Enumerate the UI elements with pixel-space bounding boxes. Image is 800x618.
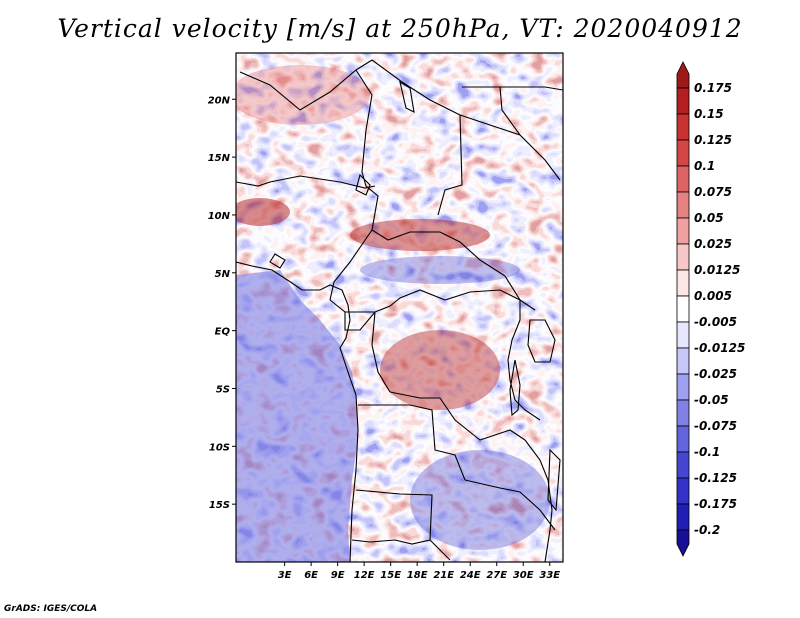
colorbar-label: -0.005: [694, 315, 737, 329]
colorbar-swatch: [676, 451, 690, 479]
colorbar-label: 0.075: [694, 185, 732, 199]
colorbar-label: 0.0125: [694, 263, 740, 277]
lat-axis: 20N 15N 10N 5N EQ 5S 10S 15S: [208, 95, 236, 511]
velocity-field: [236, 53, 563, 562]
lat-tick-label: 15N: [208, 153, 231, 164]
colorbar-swatch: [676, 347, 690, 375]
colorbar-label: 0.05: [694, 211, 724, 225]
lon-tick-label: 6E: [304, 570, 318, 581]
colorbar-label: -0.125: [694, 471, 737, 485]
colorbar-swatch: [676, 295, 690, 323]
lon-tick-label: 12E: [354, 570, 375, 581]
colorbar: 0.175 0.15 0.125 0.1 0.075 0.05 0.025 0.0125 0.0…: [676, 61, 745, 557]
lon-tick-label: 27E: [486, 570, 507, 581]
colorbar-swatch: [676, 61, 690, 89]
colorbar-swatch: [676, 503, 690, 531]
colorbar-label: -0.2: [694, 523, 720, 537]
colorbar-swatch: [676, 425, 690, 453]
colorbar-label: -0.025: [694, 367, 737, 381]
colorbar-swatch: [676, 477, 690, 505]
colorbar-swatch: [676, 165, 690, 193]
lon-tick-label: 33E: [539, 570, 560, 581]
colorbar-label: -0.05: [694, 393, 729, 407]
lon-tick-label: 3E: [278, 570, 292, 581]
lat-tick-label: 5N: [215, 269, 231, 280]
lat-tick-label: 15S: [209, 500, 230, 511]
lat-tick-label: EQ: [215, 327, 231, 338]
colorbar-label: -0.175: [694, 497, 737, 511]
lat-tick-label: 5S: [216, 384, 230, 395]
colorbar-label: 0.1: [694, 159, 715, 173]
lat-tick-label: 20N: [208, 95, 231, 106]
lon-tick-label: 15E: [380, 570, 401, 581]
colorbar-swatch: [676, 321, 690, 349]
lon-tick-label: 9E: [331, 570, 345, 581]
colorbar-label: 0.025: [694, 237, 732, 251]
colorbar-swatch: [676, 191, 690, 219]
colorbar-swatch: [676, 269, 690, 297]
map-frame: [235, 52, 564, 563]
lon-tick-label: 18E: [407, 570, 428, 581]
colorbar-swatch: [676, 529, 690, 557]
borders: [236, 59, 563, 562]
lon-tick-label: 30E: [513, 570, 534, 581]
chart-title: Vertical velocity [m/s] at 250hPa, VT: 2…: [57, 14, 743, 43]
colorbar-label: 0.15: [694, 107, 724, 121]
colorbar-label: 0.005: [694, 289, 732, 303]
credit-text: GrADS: IGES/COLA: [4, 604, 98, 614]
lon-axis: 3E 6E 9E 12E 15E 18E 21E 24E 27E 30E 33E: [278, 562, 560, 581]
colorbar-label: -0.0125: [694, 341, 745, 355]
colorbar-swatch: [676, 87, 690, 115]
colorbar-swatch: [676, 243, 690, 271]
lon-tick-label: 21E: [433, 570, 454, 581]
colorbar-label: -0.1: [694, 445, 720, 459]
lat-tick-label: 10S: [209, 442, 230, 453]
colorbar-swatch: [676, 139, 690, 167]
lat-tick-label: 10N: [208, 211, 231, 222]
colorbar-label: -0.075: [694, 419, 737, 433]
colorbar-label: 0.175: [694, 81, 732, 95]
colorbar-swatch: [676, 373, 690, 401]
colorbar-label: 0.125: [694, 133, 732, 147]
colorbar-swatch: [676, 113, 690, 141]
colorbar-swatch: [676, 217, 690, 245]
colorbar-swatch: [676, 399, 690, 427]
lon-tick-label: 24E: [460, 570, 481, 581]
